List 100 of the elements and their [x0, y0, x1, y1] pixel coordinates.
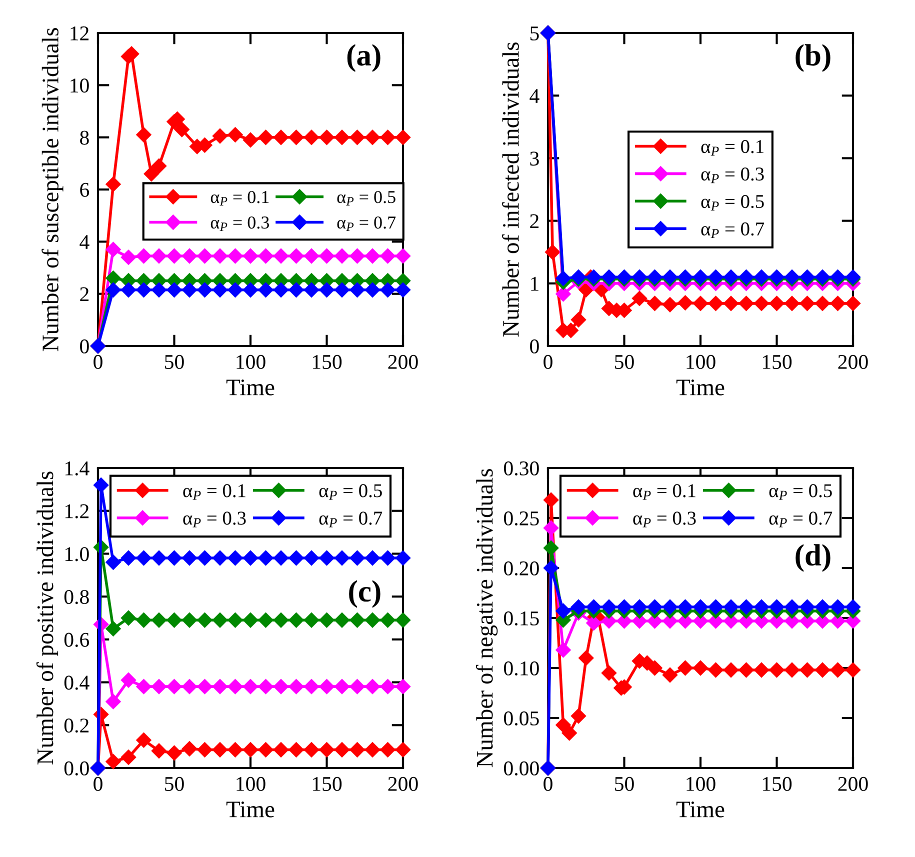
point: [738, 599, 754, 615]
point: [738, 296, 754, 311]
point: [288, 248, 304, 264]
point: [769, 296, 784, 311]
y-tick-label: 0: [80, 339, 89, 354]
point: [784, 662, 800, 678]
point: [212, 248, 228, 264]
point: [678, 599, 693, 615]
y-tick-label: 0.25: [504, 511, 539, 526]
point: [288, 282, 304, 298]
point: [197, 550, 212, 566]
point: [273, 550, 289, 566]
point: [197, 282, 212, 298]
point: [570, 708, 586, 724]
point: [562, 725, 577, 741]
point: [304, 742, 320, 758]
y-tick-label: 0.15: [504, 611, 539, 626]
point: [273, 742, 289, 758]
point: [228, 282, 243, 298]
point: [120, 672, 136, 688]
point: [662, 599, 678, 615]
y-tick-label: 0: [530, 339, 539, 354]
point: [784, 599, 800, 615]
x-tick-label: 50: [165, 776, 184, 791]
legend-label: α$_{P}$ = 0.5: [337, 190, 396, 206]
x-tick-label: 50: [615, 354, 634, 369]
point: [364, 130, 380, 145]
point: [288, 550, 304, 566]
point: [769, 662, 784, 678]
point: [106, 176, 121, 192]
point: [692, 599, 708, 615]
point: [845, 296, 861, 311]
x-tick-label: 200: [388, 776, 418, 791]
y-tick-label: 0.8: [64, 590, 89, 604]
point: [212, 679, 228, 694]
point: [319, 742, 334, 758]
point: [136, 550, 152, 566]
point: [166, 282, 182, 298]
y-tick-label: 1.4: [65, 461, 90, 476]
point: [120, 610, 136, 626]
point: [319, 282, 334, 298]
x-tick-label: 150: [312, 776, 342, 791]
annotation: (d): [796, 544, 830, 572]
point: [258, 130, 274, 145]
point: [543, 492, 559, 508]
point: [380, 130, 396, 145]
point: [334, 550, 350, 566]
point: [144, 166, 159, 182]
point: [242, 679, 258, 694]
point: [814, 599, 830, 615]
point: [228, 742, 243, 758]
point: [364, 282, 380, 298]
point: [258, 282, 274, 298]
point: [228, 679, 243, 694]
point: [120, 282, 136, 298]
point: [182, 612, 198, 628]
point: [395, 679, 411, 694]
y-tick-label: 0.4: [64, 676, 90, 690]
point: [106, 282, 121, 298]
annotation: (c): [349, 580, 380, 608]
point: [151, 248, 167, 264]
y-tick-label: 4: [80, 235, 90, 249]
point: [350, 248, 365, 264]
y-tick-label: 1: [531, 276, 538, 291]
point: [136, 679, 152, 694]
y-axis-title: Number of positive individuals: [36, 472, 58, 765]
point: [692, 296, 708, 311]
point: [395, 612, 411, 628]
point: [166, 612, 182, 628]
point: [364, 679, 380, 694]
point: [304, 248, 320, 264]
legend-label: α$_{P}$ = 0.7: [769, 512, 832, 528]
y-tick-label: 2: [80, 287, 89, 302]
point: [350, 282, 365, 298]
point: [304, 550, 320, 566]
point: [800, 296, 815, 311]
point: [151, 612, 167, 628]
point: [182, 282, 198, 298]
point: [334, 679, 350, 694]
point: [319, 130, 334, 145]
point: [182, 550, 198, 566]
point: [578, 650, 594, 666]
point: [258, 248, 274, 264]
y-tick-label: 6: [80, 182, 90, 197]
point: [586, 599, 602, 615]
point: [647, 660, 662, 676]
point: [273, 612, 289, 628]
point: [228, 127, 243, 142]
y-tick-label: 3: [530, 152, 539, 166]
x-tick-label: 200: [838, 776, 868, 791]
point: [242, 612, 258, 628]
point: [380, 679, 396, 694]
point: [273, 248, 289, 264]
y-tick-label: 12: [70, 26, 89, 40]
point: [723, 296, 739, 311]
legend-label: α$_{P}$ = 0.3: [183, 512, 246, 528]
point: [228, 612, 243, 628]
point: [258, 612, 274, 628]
point: [212, 282, 228, 298]
point: [304, 612, 320, 628]
